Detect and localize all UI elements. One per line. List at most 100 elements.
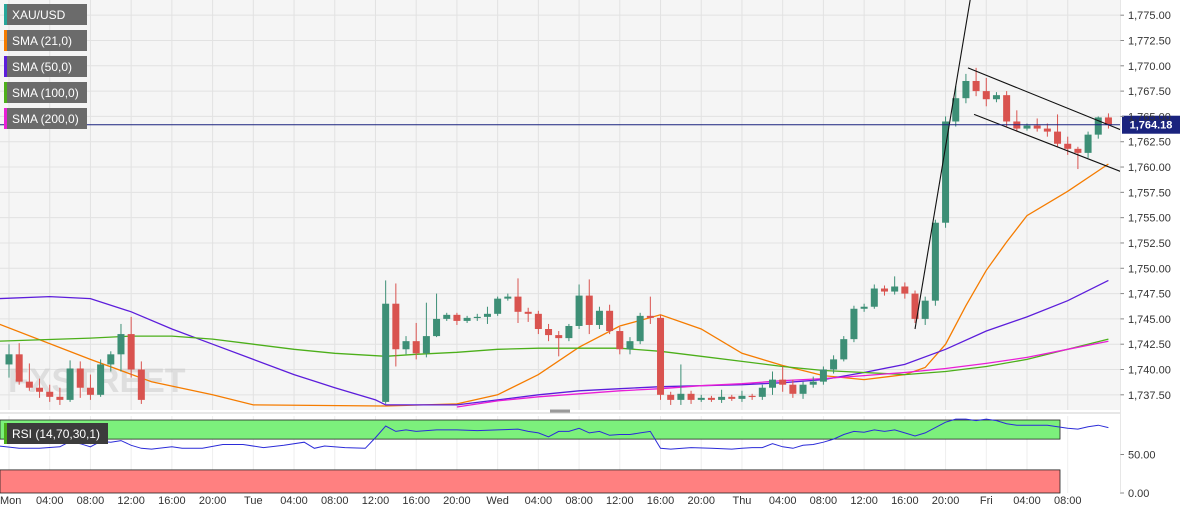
- candle-bullish: [595, 306, 603, 330]
- candle-body: [992, 95, 1000, 100]
- legend-swatch: [4, 108, 7, 129]
- candle-body: [76, 368, 84, 388]
- legend-item-sma-200[interactable]: SMA (200,0): [4, 108, 87, 129]
- time-tick-label: Mon: [0, 495, 21, 507]
- time-tick-label: 16:00: [647, 495, 675, 507]
- candle-body: [412, 341, 420, 354]
- candle-body: [677, 393, 685, 400]
- candle-bearish: [1003, 91, 1011, 127]
- candle-bullish: [463, 315, 471, 323]
- legend: XAU/USD SMA (21,0) SMA (50,0) SMA (100,0…: [4, 4, 87, 134]
- candle-bullish: [962, 73, 970, 104]
- candle-bearish: [911, 290, 919, 323]
- candle-bearish: [137, 361, 145, 404]
- price-tick-label: 1,742.50: [1128, 339, 1171, 351]
- candle-bullish: [809, 376, 817, 388]
- time-tick-label: 12:00: [606, 495, 634, 507]
- legend-label: SMA (200,0): [12, 111, 79, 126]
- candle-body: [707, 397, 715, 400]
- rsi-line: [0, 418, 1109, 450]
- candle-body: [137, 369, 145, 400]
- candle-bearish: [545, 323, 553, 342]
- candle-bearish: [748, 393, 756, 400]
- rsi-line-group: [0, 418, 1109, 450]
- time-tick-label: Thu: [732, 495, 751, 507]
- legend-item-sma-100[interactable]: SMA (100,0): [4, 82, 87, 103]
- candle-bearish: [667, 391, 675, 405]
- candle-body: [728, 396, 736, 399]
- candle-bullish: [850, 305, 858, 343]
- time-tick-label: 20:00: [199, 495, 227, 507]
- candle-body: [809, 381, 817, 385]
- candle-body: [433, 318, 441, 337]
- candle-bearish: [15, 343, 23, 385]
- rsi-overbought-zone: [0, 419, 1061, 440]
- candle-bullish: [626, 337, 634, 355]
- candle-body: [127, 334, 135, 370]
- candle-body: [565, 325, 573, 339]
- candle-bearish: [514, 278, 522, 323]
- last-price-label: 1,764.18: [1130, 120, 1173, 132]
- candle-body: [1064, 143, 1072, 149]
- candle-bearish: [86, 374, 94, 400]
- trendlines: [914, 0, 1120, 330]
- legend-item-sma-50[interactable]: SMA (50,0): [4, 56, 87, 77]
- candle-body: [962, 80, 970, 99]
- time-tick-label: 20:00: [932, 495, 960, 507]
- price-tick-label: 1,747.50: [1128, 289, 1171, 301]
- price-tick-label: 1,750.00: [1128, 263, 1171, 275]
- time-tick-label: 16:00: [402, 495, 430, 507]
- candle-body: [769, 379, 776, 388]
- time-tick-label: 12:00: [362, 495, 390, 507]
- candle-bullish: [422, 302, 430, 358]
- candle-body: [667, 394, 675, 400]
- candle-bearish: [901, 282, 909, 299]
- watermark: FXSTREET: [8, 362, 186, 400]
- candle-body: [697, 397, 705, 400]
- time-tick-label: Wed: [486, 495, 508, 507]
- candle-body: [483, 313, 491, 317]
- time-axis: Mon 04:00 08:00 12:00 16:00 20:00 Tue 04:00 08:0…: [0, 495, 1081, 507]
- candle-bearish: [453, 312, 461, 325]
- candle-bullish: [758, 384, 766, 400]
- candle-body: [830, 359, 838, 370]
- candle-bullish: [97, 359, 105, 397]
- legend-swatch: [4, 4, 7, 25]
- candle-body: [15, 354, 23, 382]
- sma21-line: [0, 163, 1109, 407]
- candle-bearish: [779, 366, 787, 392]
- rsi-tick-label: 0.00: [1128, 488, 1149, 500]
- price-tick-label: 1,775.00: [1128, 10, 1171, 22]
- candle-body: [982, 91, 990, 100]
- candle-bullish: [799, 381, 807, 399]
- candle-bearish: [606, 304, 614, 335]
- legend-label: SMA (50,0): [12, 59, 73, 74]
- candle-body: [779, 379, 787, 385]
- legend-item-xauusd[interactable]: XAU/USD: [4, 4, 87, 25]
- candle-body: [555, 335, 563, 339]
- legend-label: SMA (21,0): [12, 33, 73, 48]
- sma100-line: [0, 335, 1109, 376]
- candle-body: [36, 387, 44, 392]
- candle-bearish: [412, 322, 420, 360]
- legend-label: XAU/USD: [12, 7, 66, 22]
- candle-bullish: [860, 303, 868, 312]
- candle-bullish: [5, 344, 13, 378]
- time-tick-label: 08:00: [77, 495, 105, 507]
- candle-body: [1094, 117, 1102, 135]
- candle-body: [840, 339, 848, 360]
- candle-body: [382, 303, 390, 402]
- rsi-legend-item[interactable]: RSI (14,70,30,1): [4, 423, 109, 444]
- candle-body: [1043, 128, 1051, 132]
- legend-item-sma-21[interactable]: SMA (21,0): [4, 30, 87, 51]
- candle-bearish: [728, 394, 736, 401]
- price-panel-background: [0, 0, 1120, 410]
- candle-body: [1023, 125, 1031, 129]
- candle-bullish: [952, 86, 960, 127]
- price-tick-label: 1,737.50: [1128, 390, 1171, 402]
- candle-body: [545, 329, 553, 336]
- candle-body: [402, 341, 410, 350]
- candle-bullish: [819, 366, 827, 385]
- candle-body: [1033, 125, 1041, 129]
